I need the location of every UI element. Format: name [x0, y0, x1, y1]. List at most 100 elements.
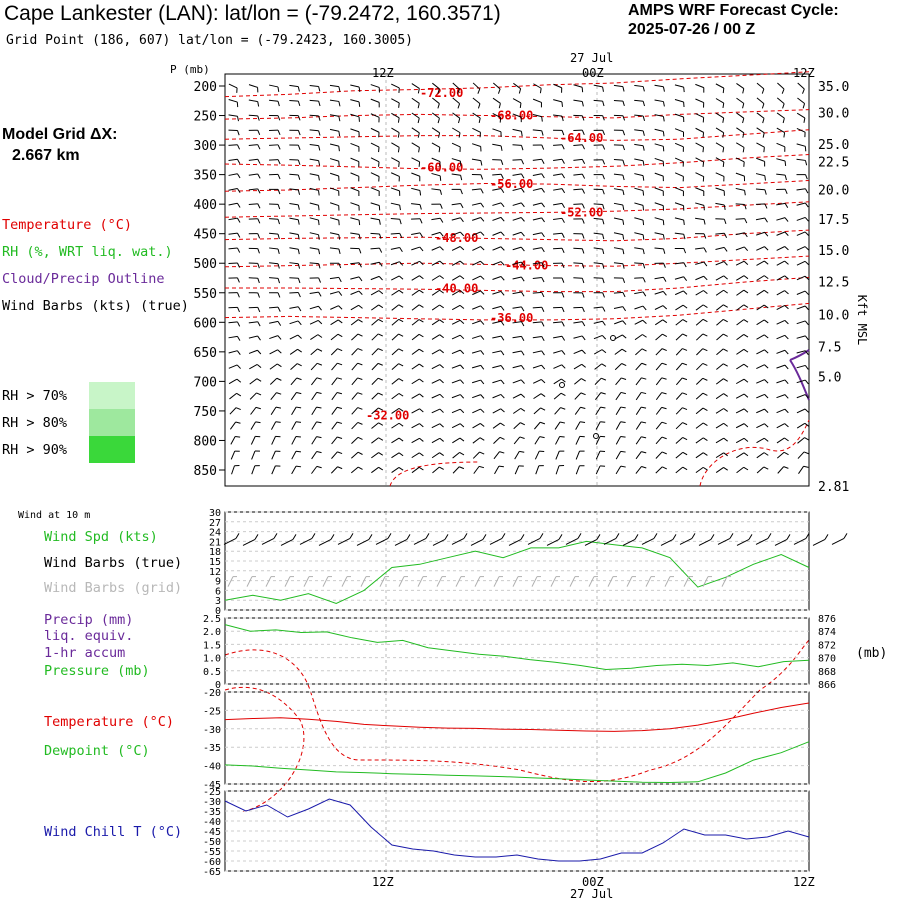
wind-barb	[432, 466, 444, 474]
wind-barb	[350, 187, 360, 197]
p-tick-label: 300	[194, 139, 217, 154]
wind-barb	[655, 406, 667, 415]
wind-barb	[472, 112, 481, 123]
wind-barb	[553, 129, 565, 136]
wind-barb-10m	[508, 534, 525, 546]
wind-barb	[655, 466, 667, 474]
wind-barb	[674, 290, 688, 296]
station-title: Cape Lankester (LAN): lat/lon = (-79.247…	[4, 2, 501, 25]
wind-barb-10m	[451, 533, 468, 545]
wind-barb	[431, 452, 444, 459]
wind-barb	[593, 129, 606, 135]
grid-point-label: Grid Point (186, 607) lat/lon = (-79.242…	[6, 33, 413, 48]
wind-barb	[634, 319, 647, 325]
wind-barb	[370, 127, 380, 138]
wind-barb	[654, 84, 665, 92]
wind-barb	[350, 99, 361, 107]
wind-barb	[756, 319, 769, 326]
wind-barb	[391, 112, 400, 123]
wind-barb	[351, 436, 363, 444]
wind-barb	[797, 437, 810, 444]
wind-barb	[310, 334, 323, 340]
temperature-contour-label: -56.00	[490, 177, 533, 191]
wind-barb	[675, 451, 688, 459]
wind-barb-10m	[660, 534, 677, 546]
wind-barb	[251, 450, 260, 460]
wind-barb	[613, 159, 625, 166]
wind-barb	[329, 232, 341, 240]
wind-barb	[534, 421, 546, 430]
wind-barb	[796, 202, 809, 208]
wind-barb	[695, 437, 708, 444]
wind-barb	[715, 378, 728, 385]
wind-barb	[695, 333, 708, 341]
wind-barb	[431, 217, 444, 223]
wind-barb	[655, 436, 667, 445]
wind-barb	[756, 379, 769, 384]
wind-barb	[391, 363, 404, 370]
wind-barb	[330, 333, 343, 341]
wind-barb	[432, 82, 440, 94]
wind-barb	[573, 233, 585, 239]
y-tick-label: 27	[209, 518, 221, 529]
wind-barb	[675, 348, 688, 356]
wind-barb	[613, 247, 625, 255]
wind-barb	[593, 114, 605, 121]
wind-barb	[512, 291, 525, 297]
wind-barb	[291, 450, 301, 460]
y-tick-label: -40	[203, 762, 221, 773]
precip-pressure-panel: (mb) 2.5 2.0 1.5 1.0 0.5 0 876 874 872 870 868 866	[203, 614, 887, 691]
wind-barb	[635, 362, 647, 371]
wind-barb	[634, 187, 645, 196]
wind-barb	[390, 218, 402, 225]
wind-barb	[391, 275, 404, 281]
wind-barb	[311, 451, 322, 460]
wind-barb	[595, 465, 606, 475]
y2-tick-label: 868	[818, 667, 836, 678]
wind-barb	[715, 142, 725, 153]
wind-barb	[654, 128, 665, 137]
wind-barb	[329, 114, 341, 122]
wind-barb	[736, 319, 749, 326]
wind-barb	[796, 320, 809, 326]
wind-barb	[655, 421, 667, 430]
wind-barb	[573, 188, 586, 194]
wind-barb	[674, 247, 687, 254]
wind-barb	[228, 129, 240, 136]
wind-barb-grid	[455, 576, 465, 587]
wind-barb-10m	[641, 533, 658, 545]
wind-barb	[351, 377, 363, 386]
wind-barb	[615, 436, 626, 445]
wind-barb	[756, 452, 769, 459]
wind-barb	[553, 99, 563, 107]
wind-barb	[654, 262, 666, 268]
wind-barb	[756, 157, 766, 167]
wind-barb	[329, 202, 340, 211]
wind-barb	[532, 335, 545, 342]
wind-barb	[228, 232, 241, 238]
temperature-contour-label: -64.00	[560, 131, 603, 145]
wind-barb	[411, 112, 420, 124]
temperature-contour-32b	[224, 686, 305, 813]
wind-barb	[655, 333, 668, 341]
wind-barb	[756, 275, 769, 281]
wind-barb	[615, 406, 626, 416]
wind-barb	[269, 292, 281, 298]
wind-barb	[492, 422, 505, 429]
wind-barb	[735, 260, 749, 266]
y-tick-label: 12	[209, 567, 221, 578]
wind-barb	[593, 144, 606, 150]
temperature-contour	[224, 180, 810, 192]
wind-barb	[655, 362, 667, 371]
wind-barb	[269, 277, 281, 284]
wind-barb	[532, 187, 545, 193]
wind-barb	[594, 377, 607, 385]
wind-barb	[472, 275, 485, 281]
wind-barb	[776, 246, 789, 251]
wind-barb	[796, 379, 809, 385]
wind-barb	[370, 275, 383, 281]
wind-barb	[391, 98, 400, 108]
wind-barb	[655, 392, 667, 401]
wind-barb-10m	[622, 534, 639, 546]
wind-barb	[776, 349, 789, 355]
